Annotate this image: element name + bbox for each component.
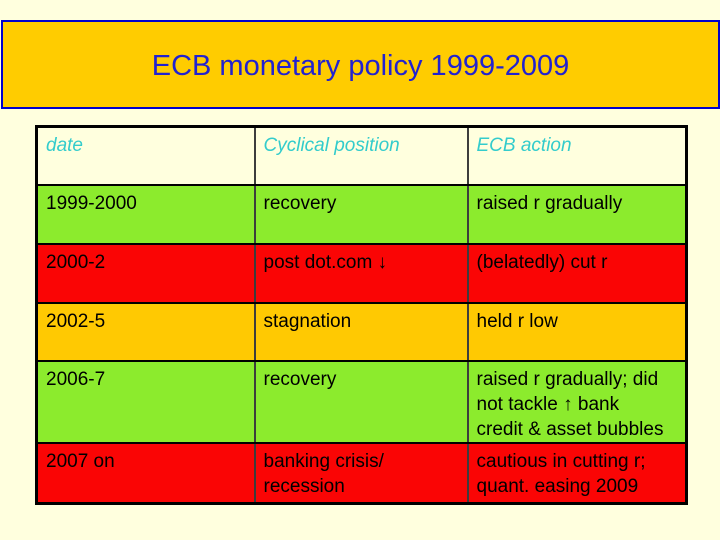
cell-ecb-action: raised r gradually: [466, 183, 688, 245]
cell-ecb-action: (belatedly) cut r: [466, 242, 688, 304]
table-row: 1999-2000 recovery raised r gradually: [35, 183, 688, 245]
cell-date: 2006-7: [35, 359, 256, 444]
cell-ecb-action: cautious in cutting r; quant. easing 200…: [466, 441, 688, 505]
cell-cyclical-position: stagnation: [253, 301, 469, 362]
table-row: 2007 on banking crisis/ recession cautio…: [35, 441, 688, 505]
policy-table: date Cyclical position ECB action 1999-2…: [35, 125, 688, 505]
cell-cyclical-position: post dot.com ↓: [253, 242, 469, 304]
cell-cyclical-position: recovery: [253, 359, 469, 444]
cell-date: 2007 on: [35, 441, 256, 505]
slide-title: ECB monetary policy 1999-2009: [151, 50, 570, 82]
table-row: 2000-2 post dot.com ↓ (belatedly) cut r: [35, 242, 688, 304]
table-row: 2002-5 stagnation held r low: [35, 301, 688, 362]
policy-table-container: date Cyclical position ECB action 1999-2…: [35, 125, 688, 505]
cell-cyclical-position: banking crisis/ recession: [253, 441, 469, 505]
table-row: 2006-7 recovery raised r gradually; did …: [35, 359, 688, 444]
column-header-cyclical-position: Cyclical position: [253, 125, 469, 186]
column-header-ecb-action: ECB action: [466, 125, 688, 186]
table-header-row: date Cyclical position ECB action: [35, 125, 688, 186]
column-header-date: date: [35, 125, 256, 186]
cell-date: 2002-5: [35, 301, 256, 362]
cell-cyclical-position: recovery: [253, 183, 469, 245]
cell-ecb-action: held r low: [466, 301, 688, 362]
cell-date: 1999-2000: [35, 183, 256, 245]
title-banner: ECB monetary policy 1999-2009: [1, 20, 720, 109]
cell-ecb-action: raised r gradually; did not tackle ↑ ban…: [466, 359, 688, 444]
cell-date: 2000-2: [35, 242, 256, 304]
